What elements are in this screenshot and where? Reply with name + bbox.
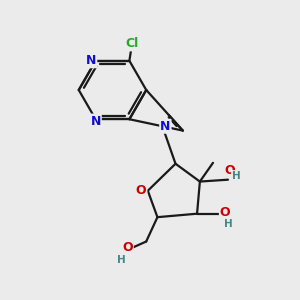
Text: N: N	[86, 54, 96, 67]
Text: H: H	[224, 219, 233, 229]
Text: O: O	[122, 241, 133, 254]
Text: Cl: Cl	[126, 38, 139, 50]
Text: O: O	[225, 164, 235, 177]
Text: O: O	[136, 184, 146, 197]
Text: N: N	[90, 115, 101, 128]
Text: N: N	[160, 120, 171, 133]
Text: H: H	[232, 171, 241, 181]
Text: O: O	[220, 206, 230, 219]
Text: H: H	[117, 254, 125, 265]
